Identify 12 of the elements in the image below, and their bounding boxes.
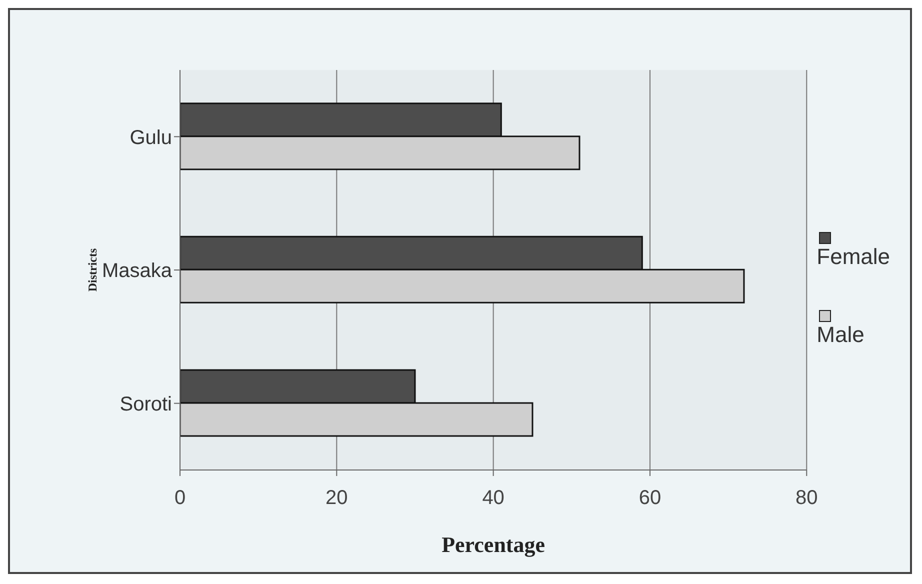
legend-label: Male — [816, 322, 866, 348]
y-tick-label: Gulu — [130, 126, 172, 149]
x-tick-label: 40 — [482, 487, 504, 510]
x-tick-label: 0 — [174, 487, 186, 510]
y-tick-label: Masaka — [102, 260, 173, 282]
y-tick-label: Soroti — [120, 393, 172, 416]
legend-label: Female — [816, 244, 890, 270]
x-tick-label: 20 — [326, 487, 348, 510]
x-tick-label: 80 — [796, 487, 818, 510]
x-tick-label: 60 — [638, 487, 662, 510]
y-axis-title: Districts — [85, 248, 100, 292]
x-axis-title: Percentage — [442, 532, 546, 557]
